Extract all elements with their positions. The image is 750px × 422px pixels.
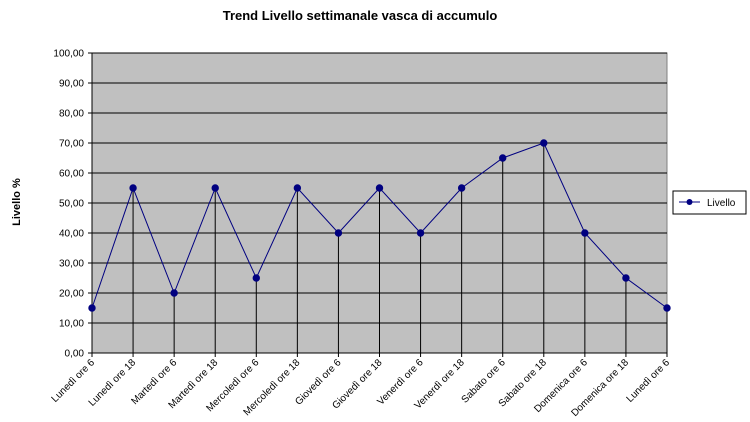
y-tick-label: 40,00 [59, 229, 84, 240]
data-point [334, 229, 343, 237]
y-tick-label: 80,00 [59, 109, 84, 120]
legend-entry-livello: Livello [707, 198, 736, 209]
y-tick-label: 90,00 [59, 79, 84, 90]
data-point [129, 184, 137, 192]
data-point [457, 184, 466, 192]
legend-marker-swatch [686, 199, 693, 205]
data-point [170, 289, 178, 297]
chart-title: Trend Livello settimanale vasca di accum… [223, 8, 498, 23]
y-tick-label: 0,00 [65, 349, 85, 360]
y-tick-label: 70,00 [59, 139, 84, 150]
y-axis-ticks: 0,00 10,00 20,00 30,00 40,00 50,00 60,00 70,00 8… [53, 49, 92, 360]
y-tick-label: 10,00 [59, 319, 84, 330]
data-point [211, 184, 219, 192]
series-livello [88, 139, 671, 312]
data-point [375, 184, 384, 192]
data-point [663, 304, 671, 312]
gridlines [91, 52, 667, 354]
data-point [622, 274, 630, 282]
data-point [416, 229, 425, 237]
y-axis-title: Livello % [11, 178, 23, 226]
data-point [540, 139, 548, 147]
legend-box [672, 190, 747, 215]
x-tick-label: Lunedì ore 6 [625, 357, 673, 405]
y-tick-label: 60,00 [59, 169, 84, 180]
data-point [252, 274, 260, 282]
data-point [88, 304, 96, 312]
drop-lines [91, 143, 668, 353]
data-point [581, 229, 589, 237]
data-point [499, 154, 507, 162]
y-tick-label: 20,00 [59, 289, 84, 300]
y-tick-label: 50,00 [59, 199, 84, 210]
legend: Livello [672, 190, 747, 215]
y-tick-label: 30,00 [59, 259, 84, 270]
y-tick-label: 100,00 [53, 49, 84, 60]
data-point [293, 184, 302, 192]
